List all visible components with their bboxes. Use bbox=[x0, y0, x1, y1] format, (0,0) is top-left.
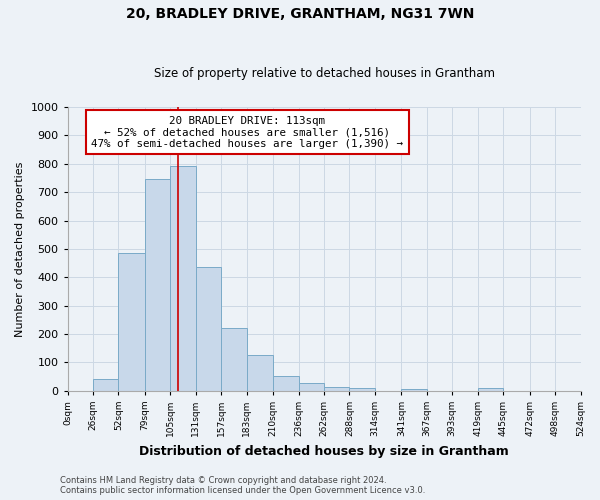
Bar bbox=[478, 388, 503, 391]
Text: 20, BRADLEY DRIVE, GRANTHAM, NG31 7WN: 20, BRADLEY DRIVE, GRANTHAM, NG31 7WN bbox=[126, 8, 474, 22]
Text: 20 BRADLEY DRIVE: 113sqm
← 52% of detached houses are smaller (1,516)
47% of sem: 20 BRADLEY DRIVE: 113sqm ← 52% of detach… bbox=[91, 116, 403, 149]
Bar bbox=[196, 268, 221, 391]
Bar bbox=[349, 388, 375, 391]
X-axis label: Distribution of detached houses by size in Grantham: Distribution of detached houses by size … bbox=[139, 444, 509, 458]
Bar bbox=[273, 376, 299, 391]
Text: Contains HM Land Registry data © Crown copyright and database right 2024.: Contains HM Land Registry data © Crown c… bbox=[60, 476, 386, 485]
Y-axis label: Number of detached properties: Number of detached properties bbox=[15, 161, 25, 336]
Bar bbox=[247, 354, 273, 391]
Bar bbox=[324, 386, 349, 391]
Bar bbox=[401, 390, 427, 391]
Bar bbox=[145, 178, 170, 391]
Bar bbox=[93, 379, 118, 391]
Bar bbox=[170, 166, 196, 391]
Text: Contains public sector information licensed under the Open Government Licence v3: Contains public sector information licen… bbox=[60, 486, 425, 495]
Bar bbox=[221, 328, 247, 391]
Title: Size of property relative to detached houses in Grantham: Size of property relative to detached ho… bbox=[154, 66, 494, 80]
Bar bbox=[118, 253, 145, 391]
Bar bbox=[299, 383, 324, 391]
